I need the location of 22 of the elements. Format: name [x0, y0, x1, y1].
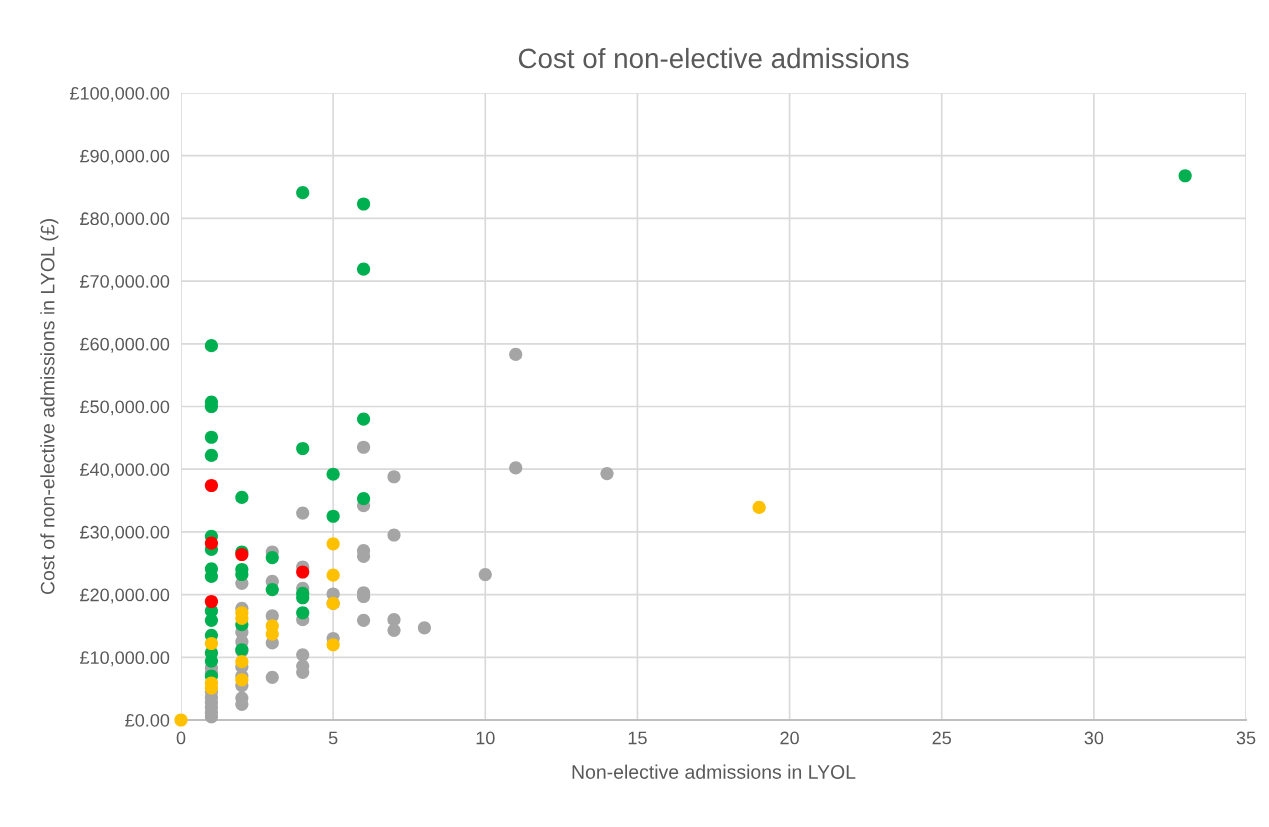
y-tick-label: £20,000.00 [80, 588, 170, 604]
y-tick-label: £0.00 [125, 713, 170, 727]
y-tick-label: £50,000.00 [80, 400, 170, 416]
x-tick-label: 0 [176, 731, 186, 745]
x-tick-label: 30 [1084, 731, 1104, 745]
y-tick-label: £40,000.00 [80, 463, 170, 479]
x-tick-label: 25 [932, 731, 951, 745]
y-tick-label: £100,000.00 [70, 86, 170, 102]
x-axis-title: Non-elective admissions in LYOL [572, 764, 856, 779]
y-tick-label: £30,000.00 [80, 525, 170, 541]
y-tick-label: £60,000.00 [80, 337, 170, 353]
y-tick-label: £80,000.00 [80, 212, 170, 228]
x-tick-label: 20 [780, 731, 799, 745]
y-tick-label: £70,000.00 [80, 275, 170, 290]
y-tick-label: £90,000.00 [80, 149, 170, 165]
x-tick-label: 15 [628, 731, 647, 745]
x-tick-label: 5 [328, 731, 338, 745]
x-tick-label: 35 [1236, 731, 1256, 745]
y-axis-title: Cost of non-elective admissions in LYOL (£) [40, 219, 59, 595]
y-tick-label: £10,000.00 [80, 651, 170, 667]
x-tick-label: 10 [476, 731, 495, 745]
chart-title: Cost of non-elective admissions [518, 47, 909, 69]
